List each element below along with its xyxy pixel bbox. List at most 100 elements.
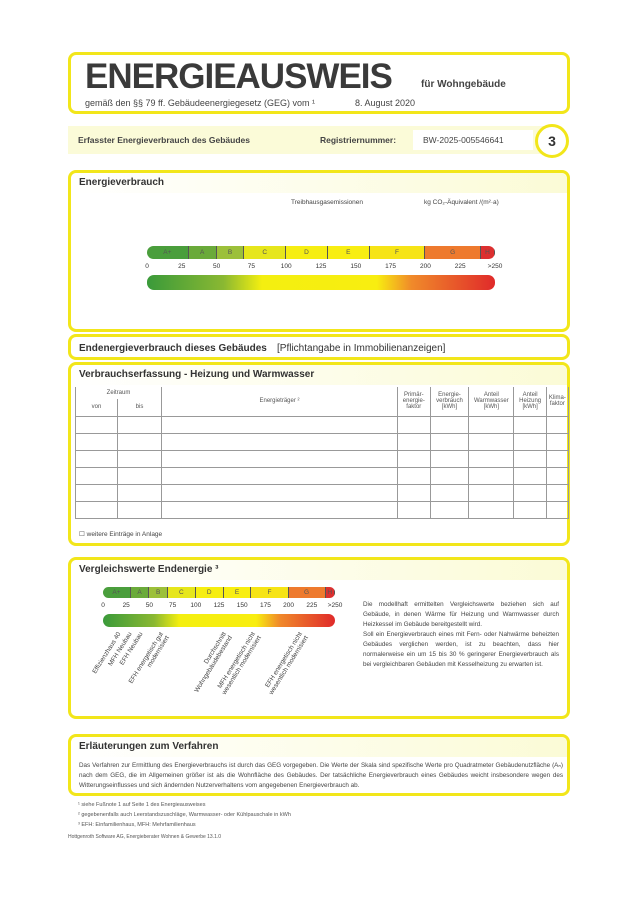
- column-header: Energie-verbrauch [kWh]: [429, 387, 470, 417]
- table-cell[interactable]: [397, 483, 431, 502]
- table-cell[interactable]: [468, 432, 515, 451]
- gradient-bar: [103, 614, 335, 627]
- table-cell[interactable]: [513, 432, 547, 451]
- table-cell[interactable]: [397, 432, 431, 451]
- more-entries[interactable]: ☐ weitere Einträge in Anlage: [79, 530, 162, 538]
- registration-number: BW-2025-005546641: [413, 130, 533, 150]
- table-cell[interactable]: [513, 466, 547, 485]
- table-cell[interactable]: [397, 449, 431, 468]
- table-cell[interactable]: [75, 415, 118, 434]
- table-cell[interactable]: [468, 483, 515, 502]
- table-cell[interactable]: [117, 432, 162, 451]
- table-cell[interactable]: [545, 483, 570, 502]
- table-cell[interactable]: [117, 415, 162, 434]
- class-F: F: [369, 246, 426, 259]
- checkbox-icon[interactable]: ☐: [79, 531, 85, 538]
- table-cell[interactable]: [75, 483, 118, 502]
- tick-label: 100: [190, 602, 202, 609]
- footnote-3: ³ EFH: Einfamilienhaus, MFH: Mehrfamilie…: [78, 822, 196, 828]
- table-cell[interactable]: [545, 432, 570, 451]
- table-cell[interactable]: [429, 483, 470, 502]
- ghg-unit: kg CO₂-Äquivalent /(m²·a): [424, 199, 499, 206]
- table-cell[interactable]: [161, 449, 398, 468]
- class-B: B: [216, 246, 245, 259]
- tick-label: 0: [101, 602, 105, 609]
- comparison-text: Die modellhaft ermittelten Vergleichswer…: [363, 600, 559, 670]
- section-title: Verbrauchserfassung - Heizung und Warmwa…: [71, 365, 567, 385]
- table-cell[interactable]: [513, 415, 547, 434]
- tick-label: 75: [247, 263, 256, 270]
- page-number: 3: [535, 124, 569, 158]
- table-cell[interactable]: [545, 415, 570, 434]
- table-cell[interactable]: [75, 449, 118, 468]
- table-cell[interactable]: [545, 500, 570, 519]
- class-C: C: [244, 246, 287, 259]
- comparison-label: EFH energetisch nicht wesentlich moderni…: [264, 631, 310, 697]
- tick-label: 200: [283, 602, 295, 609]
- table-row: [75, 466, 570, 485]
- table-cell[interactable]: [397, 500, 431, 519]
- final-energy-label: Endenergieverbrauch dieses Gebäudes: [79, 343, 267, 354]
- table-cell[interactable]: [117, 449, 162, 468]
- building-type: für Wohngebäude: [421, 79, 506, 90]
- tick-label: 50: [212, 263, 221, 270]
- class-G: G: [288, 587, 326, 598]
- table-cell[interactable]: [468, 466, 515, 485]
- table-cell[interactable]: [161, 500, 398, 519]
- tick-label: 175: [385, 263, 397, 270]
- table-row: [75, 500, 570, 519]
- tick-label: 150: [236, 602, 248, 609]
- table-cell[interactable]: [75, 466, 118, 485]
- table-cell[interactable]: [117, 500, 162, 519]
- table-cell[interactable]: [161, 466, 398, 485]
- gradient-bar: [147, 275, 495, 290]
- table-cell[interactable]: [513, 500, 547, 519]
- class-F: F: [251, 587, 289, 598]
- table-cell[interactable]: [468, 500, 515, 519]
- table-cell[interactable]: [545, 466, 570, 485]
- document-title: ENERGIEAUSWEIS: [85, 57, 393, 96]
- tick-label: 125: [213, 602, 225, 609]
- registration-row: Erfasster Energieverbrauch des Gebäudes …: [68, 126, 544, 154]
- table-cell[interactable]: [513, 483, 547, 502]
- table-cell[interactable]: [75, 432, 118, 451]
- table-cell[interactable]: [545, 449, 570, 468]
- class-D: D: [286, 246, 328, 259]
- class-G: G: [425, 246, 481, 259]
- class-D: D: [195, 587, 224, 598]
- section-label: Erfasster Energieverbrauch des Gebäudes: [78, 135, 250, 145]
- table-cell[interactable]: [117, 466, 162, 485]
- table-cell[interactable]: [513, 449, 547, 468]
- table-cell[interactable]: [468, 415, 515, 434]
- table-row: [75, 415, 570, 434]
- class-E: E: [327, 246, 370, 259]
- table-cell[interactable]: [429, 432, 470, 451]
- table-cell[interactable]: [468, 449, 515, 468]
- class-band: A+ A B C D E F G H: [103, 587, 335, 598]
- table-cell[interactable]: [397, 466, 431, 485]
- comparison-text-2: Soll ein Energieverbrauch eines mit Fern…: [363, 631, 559, 668]
- class-H: H: [481, 246, 495, 259]
- class-C: C: [167, 587, 196, 598]
- tick-label: 0: [145, 263, 149, 270]
- software-note: Hottgenroth Software AG, Energieberater …: [68, 834, 222, 840]
- table-cell[interactable]: [429, 466, 470, 485]
- tick-label: >250: [327, 602, 343, 609]
- tick-label: 25: [122, 602, 130, 609]
- table-cell[interactable]: [429, 500, 470, 519]
- table-cell[interactable]: [75, 500, 118, 519]
- consumption-table: Zeitraum Energieträger ² Primär-energie-fa…: [75, 387, 570, 519]
- tick-label: 150: [350, 263, 362, 270]
- table-row: [75, 449, 570, 468]
- tick-label: 225: [454, 263, 466, 270]
- table-cell[interactable]: [161, 415, 398, 434]
- explanation-section: Erläuterungen zum Verfahren Das Verfahre…: [68, 734, 570, 796]
- table-cell[interactable]: [397, 415, 431, 434]
- table-cell[interactable]: [161, 432, 398, 451]
- table-cell[interactable]: [117, 483, 162, 502]
- table-cell[interactable]: [161, 483, 398, 502]
- tick-label: 75: [168, 602, 177, 609]
- table-cell[interactable]: [429, 415, 470, 434]
- comparison-text-1: Die modellhaft ermittelten Vergleichswer…: [363, 601, 559, 628]
- table-cell[interactable]: [429, 449, 470, 468]
